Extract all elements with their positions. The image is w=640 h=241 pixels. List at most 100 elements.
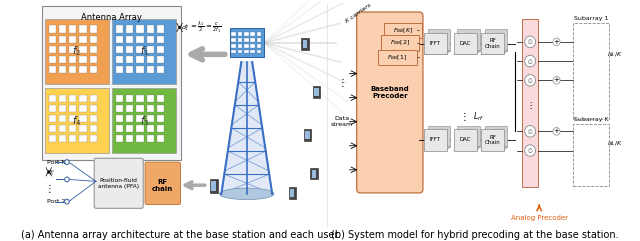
Bar (157, 115, 164, 122)
Text: Position-fluid
antenna (PFA): Position-fluid antenna (PFA) (98, 178, 140, 189)
Bar (454, 129, 477, 151)
Bar (69, 56, 76, 63)
Bar (157, 95, 164, 102)
Text: $\emptyset$: $\emptyset$ (527, 127, 533, 136)
Bar (49, 95, 56, 102)
Bar (136, 95, 143, 102)
Bar (147, 66, 154, 73)
Bar (116, 46, 123, 53)
Bar (79, 26, 86, 33)
Bar (49, 26, 56, 33)
Text: K carriers: K carriers (345, 2, 372, 24)
Circle shape (525, 74, 536, 86)
Bar (522, 19, 538, 187)
Bar (59, 105, 66, 112)
Text: Antenna Array: Antenna Array (81, 13, 142, 22)
Bar (147, 125, 154, 132)
Bar (157, 46, 164, 53)
Bar (116, 135, 123, 142)
Circle shape (525, 55, 536, 67)
Bar (147, 105, 154, 112)
Bar (69, 125, 76, 132)
Bar (79, 95, 86, 102)
Bar (136, 56, 143, 63)
Bar (79, 115, 86, 122)
Text: Data
stream: Data stream (331, 116, 353, 127)
Bar (113, 88, 176, 154)
Bar (312, 170, 316, 178)
Bar (126, 36, 133, 43)
Bar (244, 32, 248, 36)
Bar (290, 189, 294, 197)
Bar (126, 125, 133, 132)
Bar (45, 88, 109, 154)
Bar (116, 36, 123, 43)
Bar (90, 105, 97, 112)
Polygon shape (221, 62, 272, 194)
Bar (79, 46, 86, 53)
Bar (116, 66, 123, 73)
Bar (69, 135, 76, 142)
Ellipse shape (220, 188, 274, 200)
Bar (126, 95, 133, 102)
Bar (237, 38, 242, 42)
Bar (428, 126, 450, 147)
Text: RF
Chain: RF Chain (484, 134, 500, 145)
Text: Port 2: Port 2 (47, 199, 65, 204)
Bar (49, 66, 56, 73)
Text: Analog Precoder: Analog Precoder (511, 215, 568, 221)
Bar (424, 129, 447, 151)
Bar (42, 6, 181, 160)
Bar (257, 44, 261, 48)
Bar (147, 46, 154, 53)
Bar (69, 95, 76, 102)
Bar (147, 26, 154, 33)
Text: IFFT: IFFT (429, 41, 441, 46)
Polygon shape (424, 147, 450, 151)
Bar (305, 131, 310, 139)
Bar (59, 135, 66, 142)
Bar (136, 135, 143, 142)
Text: $f_3$: $f_3$ (140, 114, 148, 128)
Bar (116, 125, 123, 132)
Bar (59, 95, 66, 102)
Text: $d_1^k$: $d_1^k$ (181, 22, 190, 33)
Bar (481, 33, 504, 54)
Text: ⋮: ⋮ (45, 184, 54, 194)
Bar (69, 105, 76, 112)
Bar (90, 95, 97, 102)
Circle shape (553, 127, 560, 135)
Bar (90, 26, 97, 33)
Bar (244, 38, 248, 42)
Bar (69, 46, 76, 53)
Bar (59, 125, 66, 132)
FancyBboxPatch shape (94, 158, 143, 208)
Circle shape (553, 38, 560, 46)
Bar (424, 33, 447, 54)
Bar (49, 125, 56, 132)
Bar (314, 88, 319, 96)
Text: $f_1$: $f_1$ (140, 45, 148, 58)
Text: IFFT: IFFT (429, 137, 441, 142)
Text: DAC: DAC (460, 137, 471, 142)
FancyBboxPatch shape (145, 162, 180, 204)
Bar (313, 86, 321, 98)
Bar (257, 32, 261, 36)
Bar (458, 29, 480, 51)
FancyBboxPatch shape (381, 35, 419, 51)
Circle shape (65, 177, 69, 182)
Bar (126, 66, 133, 73)
Bar (136, 125, 143, 132)
Bar (481, 129, 504, 151)
Bar (136, 105, 143, 112)
Bar (49, 105, 56, 112)
Bar (310, 168, 317, 180)
Bar (49, 36, 56, 43)
Text: DAC: DAC (460, 41, 471, 46)
Bar (573, 23, 609, 119)
Bar (79, 56, 86, 63)
Bar (157, 105, 164, 112)
Text: $=\frac{\lambda_1}{2}=\frac{c}{2f_1}$: $=\frac{\lambda_1}{2}=\frac{c}{2f_1}$ (189, 20, 221, 35)
Bar (231, 32, 236, 36)
Bar (157, 125, 164, 132)
